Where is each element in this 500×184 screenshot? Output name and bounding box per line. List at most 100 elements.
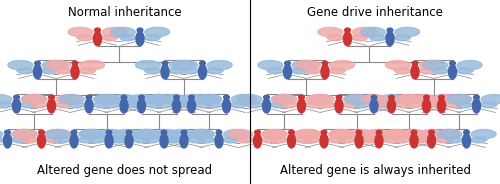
Ellipse shape [42, 68, 58, 74]
Ellipse shape [161, 130, 167, 134]
Ellipse shape [228, 130, 253, 139]
Ellipse shape [306, 102, 322, 108]
Ellipse shape [268, 68, 283, 74]
Ellipse shape [56, 102, 72, 108]
Ellipse shape [104, 102, 120, 108]
Ellipse shape [394, 137, 409, 143]
Ellipse shape [422, 99, 430, 113]
Ellipse shape [105, 134, 113, 148]
Ellipse shape [200, 61, 205, 65]
Ellipse shape [102, 35, 118, 41]
Ellipse shape [136, 32, 144, 46]
Ellipse shape [262, 99, 270, 113]
Ellipse shape [125, 134, 133, 148]
Ellipse shape [359, 137, 374, 143]
Ellipse shape [168, 137, 184, 143]
Ellipse shape [344, 95, 368, 104]
Ellipse shape [350, 130, 374, 139]
Ellipse shape [306, 95, 331, 104]
Ellipse shape [424, 95, 430, 99]
Ellipse shape [310, 95, 334, 104]
Ellipse shape [388, 99, 396, 113]
Ellipse shape [85, 99, 93, 113]
Ellipse shape [110, 27, 136, 37]
Ellipse shape [12, 137, 28, 143]
Ellipse shape [94, 95, 118, 104]
Ellipse shape [436, 130, 461, 139]
Ellipse shape [457, 61, 482, 70]
Ellipse shape [264, 95, 270, 99]
Ellipse shape [396, 95, 421, 104]
Ellipse shape [412, 61, 418, 65]
Ellipse shape [446, 102, 462, 108]
Ellipse shape [94, 102, 109, 108]
Ellipse shape [318, 27, 343, 37]
Ellipse shape [322, 61, 328, 65]
Ellipse shape [128, 95, 154, 104]
Ellipse shape [462, 134, 470, 148]
Ellipse shape [406, 102, 422, 108]
Ellipse shape [456, 102, 472, 108]
Ellipse shape [162, 95, 187, 104]
Ellipse shape [164, 137, 180, 143]
Ellipse shape [80, 61, 104, 70]
Ellipse shape [412, 95, 437, 104]
Ellipse shape [188, 130, 214, 139]
Ellipse shape [328, 137, 344, 143]
Ellipse shape [46, 130, 71, 139]
Ellipse shape [224, 137, 239, 143]
Ellipse shape [481, 95, 500, 104]
Ellipse shape [120, 35, 136, 41]
Ellipse shape [198, 65, 206, 79]
Ellipse shape [271, 95, 296, 104]
Ellipse shape [450, 61, 456, 65]
Ellipse shape [428, 130, 434, 134]
Ellipse shape [22, 95, 47, 104]
Ellipse shape [60, 95, 84, 104]
Ellipse shape [304, 137, 320, 143]
Ellipse shape [436, 137, 452, 143]
Ellipse shape [126, 130, 132, 134]
Ellipse shape [384, 130, 408, 139]
Ellipse shape [344, 95, 370, 104]
Ellipse shape [196, 95, 221, 104]
Ellipse shape [32, 102, 47, 108]
Ellipse shape [121, 95, 127, 99]
Ellipse shape [237, 95, 262, 104]
Ellipse shape [80, 130, 104, 139]
Ellipse shape [144, 137, 160, 143]
Ellipse shape [387, 28, 393, 32]
Ellipse shape [94, 28, 100, 32]
Ellipse shape [134, 137, 149, 143]
Ellipse shape [12, 130, 37, 139]
Ellipse shape [481, 102, 496, 108]
Ellipse shape [94, 32, 102, 46]
Ellipse shape [89, 137, 104, 143]
Ellipse shape [282, 102, 297, 108]
Ellipse shape [70, 134, 78, 148]
Ellipse shape [378, 102, 394, 108]
Ellipse shape [464, 130, 469, 134]
Ellipse shape [114, 137, 129, 143]
Ellipse shape [162, 61, 168, 65]
Ellipse shape [344, 28, 350, 32]
Ellipse shape [180, 134, 188, 148]
Ellipse shape [305, 68, 320, 74]
Ellipse shape [437, 130, 462, 139]
Ellipse shape [386, 61, 410, 70]
Ellipse shape [330, 130, 354, 139]
Ellipse shape [173, 61, 198, 70]
Ellipse shape [272, 95, 297, 104]
Ellipse shape [160, 134, 168, 148]
Ellipse shape [370, 35, 386, 41]
Ellipse shape [472, 99, 480, 113]
Text: Altered gene is always inherited: Altered gene is always inherited [280, 164, 470, 177]
Ellipse shape [262, 130, 287, 139]
Ellipse shape [431, 95, 456, 104]
Ellipse shape [196, 102, 212, 108]
Ellipse shape [284, 61, 290, 65]
Ellipse shape [122, 102, 137, 108]
Ellipse shape [22, 137, 37, 143]
Ellipse shape [412, 137, 427, 143]
Ellipse shape [168, 130, 194, 139]
